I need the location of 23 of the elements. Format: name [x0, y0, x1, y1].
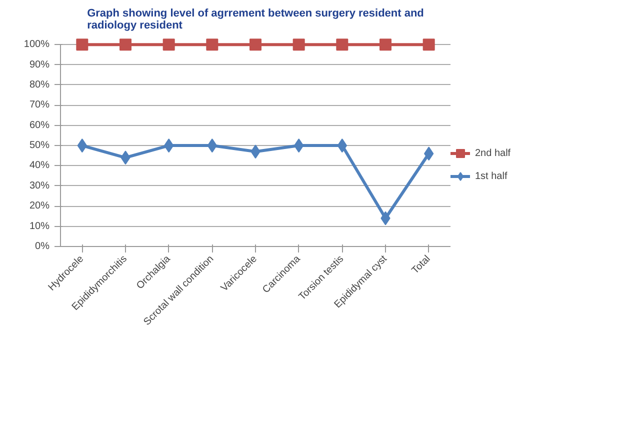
- y-tick-label: 80%: [29, 79, 50, 90]
- y-tick-label: 60%: [29, 120, 50, 131]
- point: [336, 38, 348, 51]
- point: [206, 38, 218, 51]
- point: [292, 38, 305, 51]
- y-tick-label: 70%: [29, 100, 50, 111]
- point: [422, 38, 435, 51]
- point: [76, 38, 88, 51]
- y-tick-label: 50%: [29, 140, 50, 152]
- y-tick-label: 30%: [29, 180, 50, 192]
- y-tick-label: 0%: [35, 241, 50, 252]
- chart-title: Graph showing level of agrrement between surgery resident and radiology resident: [87, 8, 424, 32]
- point: [162, 38, 175, 51]
- y-tick-label: 40%: [29, 160, 50, 172]
- y-tick-label: 20%: [29, 200, 50, 212]
- point: [120, 38, 132, 51]
- y-tick-label: 90%: [29, 59, 50, 70]
- y-tick-label: 10%: [29, 220, 50, 232]
- legend-label: 1st half: [475, 170, 508, 182]
- point: [250, 38, 262, 51]
- point: [380, 38, 392, 51]
- legend-label: 2nd half: [475, 148, 511, 158]
- y-tick-label: 100%: [24, 39, 50, 50]
